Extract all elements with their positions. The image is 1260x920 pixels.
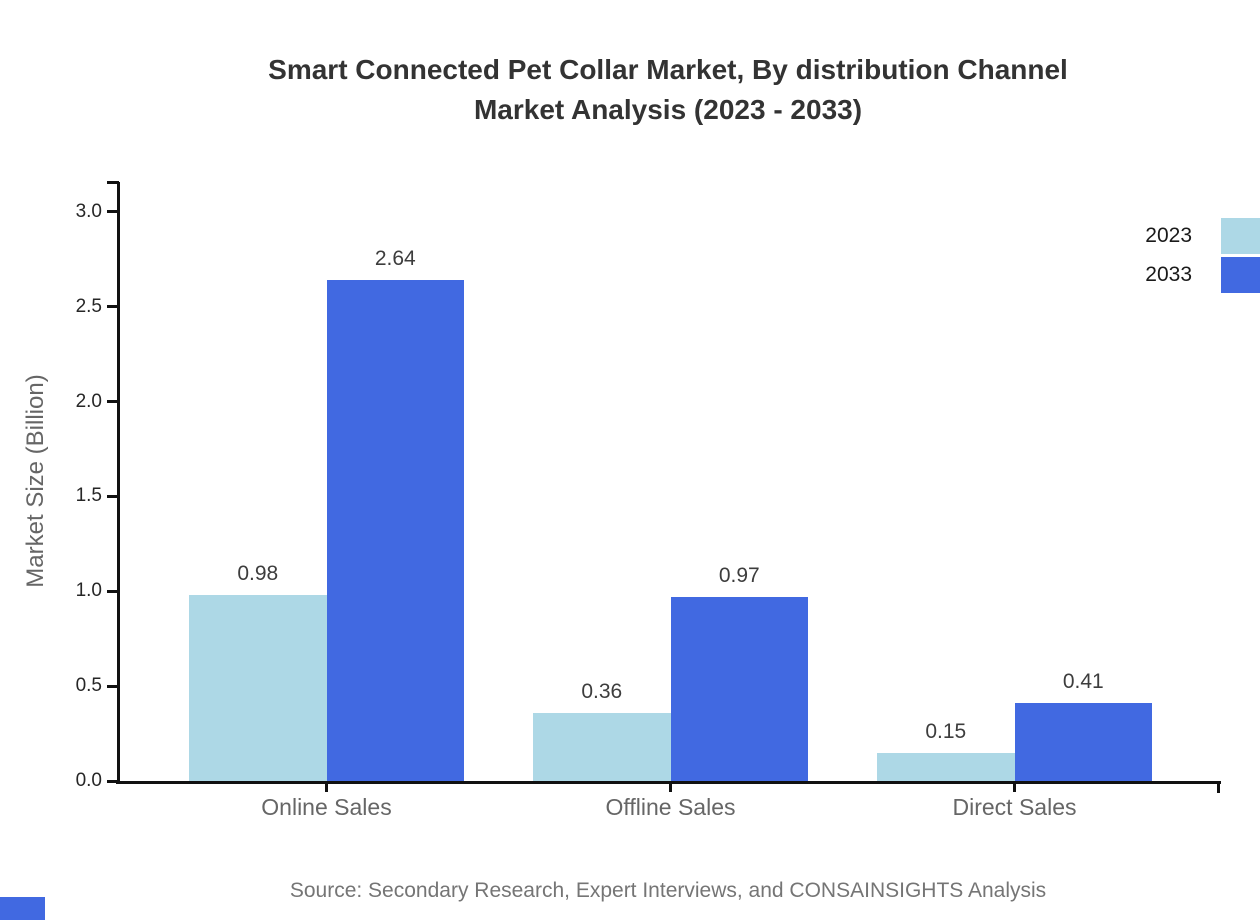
legend-label: 2033: [1145, 263, 1192, 286]
x-axis-end-tick: [1217, 781, 1220, 793]
bar-value-label: 2.64: [374, 247, 416, 271]
bar-2023-offline-sales: [533, 712, 671, 781]
bar-2033-online-sales: [326, 280, 464, 781]
bar-2023-direct-sales: [877, 752, 1015, 781]
legend-label: 2023: [1145, 224, 1192, 247]
legend-row-2023: 2023: [1100, 218, 1260, 254]
y-axis-tick-label: 0.0: [75, 770, 102, 791]
bar-value-label: 0.97: [718, 564, 760, 588]
y-axis-tick-label: 1.0: [75, 580, 102, 602]
x-axis-tick: [325, 781, 328, 792]
y-axis-tick: [107, 305, 118, 309]
brand-mark-square: [0, 897, 45, 920]
source-note: Source: Secondary Research, Expert Inter…: [289, 879, 1047, 902]
chart-title-line-2: Market Analysis (2023 - 2033): [473, 94, 863, 125]
category-label: Offline Sales: [605, 794, 736, 820]
bar-value-label: 0.98: [237, 562, 279, 586]
y-axis-tick: [107, 494, 118, 498]
category-label: Direct Sales: [952, 794, 1077, 820]
y-axis-tick: [107, 779, 118, 783]
bar-2023-online-sales: [189, 595, 327, 781]
chart-title: Smart Connected Pet Collar Market, By di…: [118, 50, 1218, 130]
y-axis-tick-label: 2.5: [75, 295, 102, 317]
y-axis-tick-label: 3.0: [75, 200, 102, 222]
legend: 2023 2033: [1100, 218, 1260, 296]
legend-row-2033: 2033: [1100, 257, 1260, 293]
y-axis-tick: [107, 589, 118, 593]
bar-2033-direct-sales: [1014, 703, 1152, 781]
chart-title-line-1: Smart Connected Pet Collar Market, By di…: [268, 54, 1068, 85]
bar-value-label: 0.36: [581, 679, 623, 703]
y-axis-top-cap-tick: [107, 181, 119, 184]
y-axis-tick-label: 1.5: [75, 485, 102, 507]
y-axis-tick-label: 0.5: [75, 675, 102, 697]
bar-2033-offline-sales: [670, 597, 808, 781]
category-label: Online Sales: [261, 794, 392, 820]
bar-value-label: 0.41: [1062, 670, 1104, 694]
y-axis-tick-label: 2.0: [75, 390, 102, 412]
x-axis-tick: [669, 781, 672, 792]
y-axis-line: [117, 182, 120, 784]
legend-swatch: [1221, 218, 1260, 254]
legend-swatch: [1221, 257, 1260, 293]
bar-value-label: 0.15: [925, 719, 967, 743]
y-axis-tick: [107, 400, 118, 404]
x-axis-line: [116, 781, 1221, 784]
y-axis-tick: [107, 684, 118, 688]
y-axis-tick: [107, 210, 118, 214]
x-axis-tick: [1013, 781, 1016, 792]
